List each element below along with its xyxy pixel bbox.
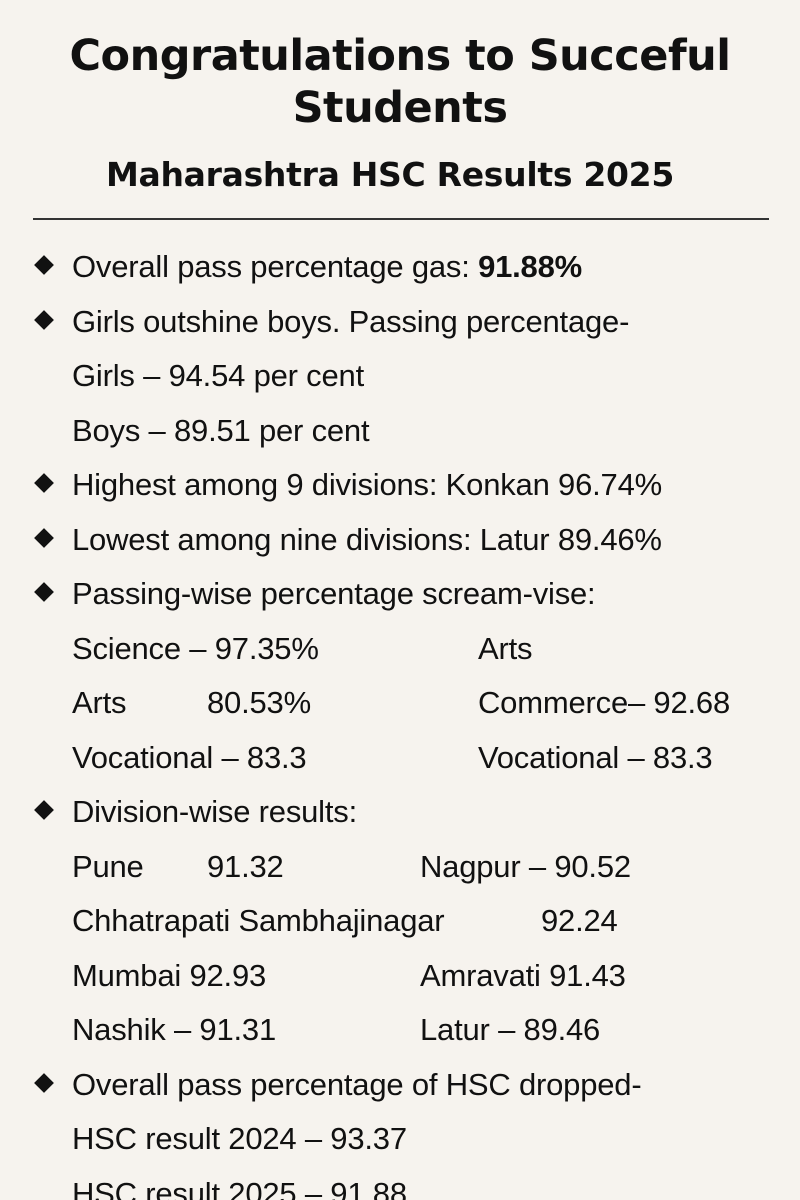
stream-right: Commerce– 92.68 <box>478 685 731 720</box>
result-2024: HSC result 2024 – 93.37 <box>72 1121 407 1156</box>
girls-result: Girls – 94.54 per cent <box>72 358 364 393</box>
list-item-highest: Highest among 9 divisions: Konkan 96.74% <box>0 458 800 513</box>
stream-left-label: Arts <box>72 685 127 720</box>
bullet-diamond-icon <box>34 582 54 602</box>
stream-left-label: Science – 97.35% <box>72 630 319 666</box>
gender-heading: Girls outshine boys. Passing percentage- <box>72 303 630 339</box>
page-title: Congratulations to Succeful Students <box>0 30 800 134</box>
division-nagpur: Nagpur – 90.52 <box>420 848 631 884</box>
list-item-stream: Passing-wise percentage scream-vise: <box>0 567 800 622</box>
dropped-row-2024: HSC result 2024 – 93.37 <box>0 1112 800 1167</box>
results-list: Overall pass percentage gas: 91.88% Girl… <box>0 240 800 1200</box>
division-pune-value: 91.32 <box>207 848 284 884</box>
division-heading: Division-wise results: <box>72 794 357 829</box>
dropped-heading: Overall pass percentage of HSC dropped- <box>72 1066 642 1102</box>
bullet-diamond-icon <box>34 309 54 330</box>
bullet-diamond-icon <box>34 1072 54 1093</box>
division-row: Mumbai 92.93 Amravati 91.43 <box>0 949 800 1004</box>
division-latur: Latur – 89.46 <box>420 1012 601 1047</box>
list-item-lowest: Lowest among nine divisions: Latur 89.46… <box>0 513 800 568</box>
result-2025: HSC result 2025 – 91.88 <box>72 1175 407 1200</box>
division-row: Chhatrapati Sambhajinagar 92.24 <box>0 894 800 949</box>
bullet-diamond-icon <box>34 800 54 820</box>
dropped-row-2025: HSC result 2025 – 91.88 <box>0 1167 800 1200</box>
overall-value: 91.88% <box>478 249 583 284</box>
page-subtitle: Maharashtra HSC Results 2025 <box>105 155 675 194</box>
division-amravati: Amravati 91.43 <box>420 957 626 993</box>
division-row: Pune 91.32 Nagpur – 90.52 <box>0 840 800 895</box>
stream-row: Arts 80.53% Commerce– 92.68 <box>0 676 800 731</box>
header-divider <box>33 218 769 220</box>
stream-right: Arts <box>478 630 533 666</box>
list-item-overall: Overall pass percentage gas: 91.88% <box>0 240 800 295</box>
gender-boys-row: Boys – 89.51 per cent <box>0 404 800 459</box>
stream-right: Vocational – 83.3 <box>478 739 713 775</box>
highest-text: Highest among 9 divisions: Konkan 96.74% <box>72 467 662 502</box>
bullet-diamond-icon <box>34 255 54 275</box>
stream-left-label: Vocational – 83.3 <box>72 739 307 775</box>
division-csn-label: Chhatrapati Sambhajinagar <box>72 903 445 938</box>
stream-left-value: 80.53% <box>207 685 311 720</box>
stream-row: Science – 97.35% Arts <box>0 622 800 677</box>
list-item-dropped: Overall pass percentage of HSC dropped- <box>0 1058 800 1113</box>
bullet-diamond-icon <box>34 473 54 493</box>
boys-result: Boys – 89.51 per cent <box>72 412 370 448</box>
title-line-2: Students <box>292 83 508 133</box>
overall-text: Overall pass percentage gas: 91.88% <box>72 240 582 295</box>
division-csn-value: 92.24 <box>541 903 618 938</box>
division-nashik: Nashik – 91.31 <box>72 1012 276 1047</box>
stream-heading: Passing-wise percentage scream-vise: <box>72 576 596 611</box>
division-pune-label: Pune <box>72 848 144 884</box>
list-item-division: Division-wise results: <box>0 785 800 840</box>
overall-label: Overall pass percentage gas: <box>72 249 470 284</box>
division-mumbai: Mumbai 92.93 <box>72 957 267 993</box>
list-item-gender: Girls outshine boys. Passing percentage- <box>0 295 800 350</box>
division-row: Nashik – 91.31 Latur – 89.46 <box>0 1003 800 1058</box>
bullet-diamond-icon <box>34 527 54 548</box>
stream-row: Vocational – 83.3 Vocational – 83.3 <box>0 731 800 786</box>
lowest-text: Lowest among nine divisions: Latur 89.46… <box>72 521 662 557</box>
title-line-1: Congratulations to Succeful <box>69 31 732 81</box>
gender-girls-row: Girls – 94.54 per cent <box>0 349 800 404</box>
